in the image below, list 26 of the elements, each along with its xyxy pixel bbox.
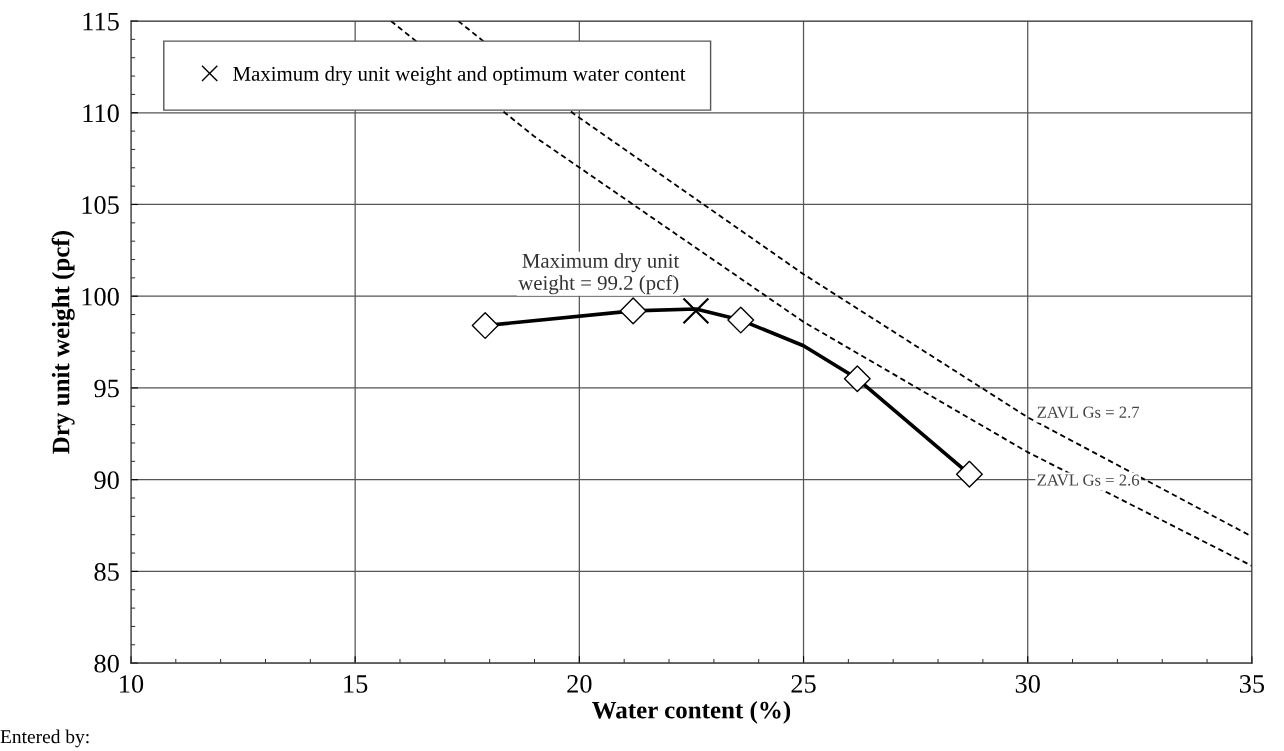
series-label: ZAVL Gs = 2.7 — [1037, 406, 1140, 418]
x-tick-label: 20 — [567, 675, 592, 693]
y-tick-label: 115 — [83, 12, 119, 31]
y-axis-title: Dry unit weight (pcf) — [51, 231, 75, 454]
y-tick-label: 100 — [82, 287, 119, 306]
x-tick-label: 35 — [1239, 675, 1265, 693]
point — [619, 297, 647, 325]
x-tick-label: 30 — [1015, 675, 1040, 693]
y-tick-label: 105 — [82, 196, 119, 214]
point — [843, 365, 871, 393]
y-tick-label: 80 — [94, 654, 119, 673]
y-tick-label: 110 — [83, 104, 119, 123]
y-tick-label: 90 — [94, 471, 119, 490]
point — [727, 306, 755, 334]
text: Entered by: — [0, 729, 89, 748]
point — [955, 460, 983, 488]
x-tick-label: 10 — [120, 675, 144, 693]
x-tick-label: 15 — [344, 675, 368, 693]
y-tick-label: 95 — [94, 379, 119, 398]
x-axis-title: Water content (%) — [592, 700, 791, 724]
annotation: Maximum dry unit weight = 99.2 (pcf) — [518, 253, 680, 295]
series-label: ZAVL Gs = 2.6 — [1037, 474, 1140, 486]
y-tick-label: 85 — [94, 563, 119, 581]
x-tick-label: 25 — [791, 675, 816, 693]
point — [471, 312, 499, 340]
legend-label: Maximum dry unit weight and optimum water content — [233, 66, 686, 86]
